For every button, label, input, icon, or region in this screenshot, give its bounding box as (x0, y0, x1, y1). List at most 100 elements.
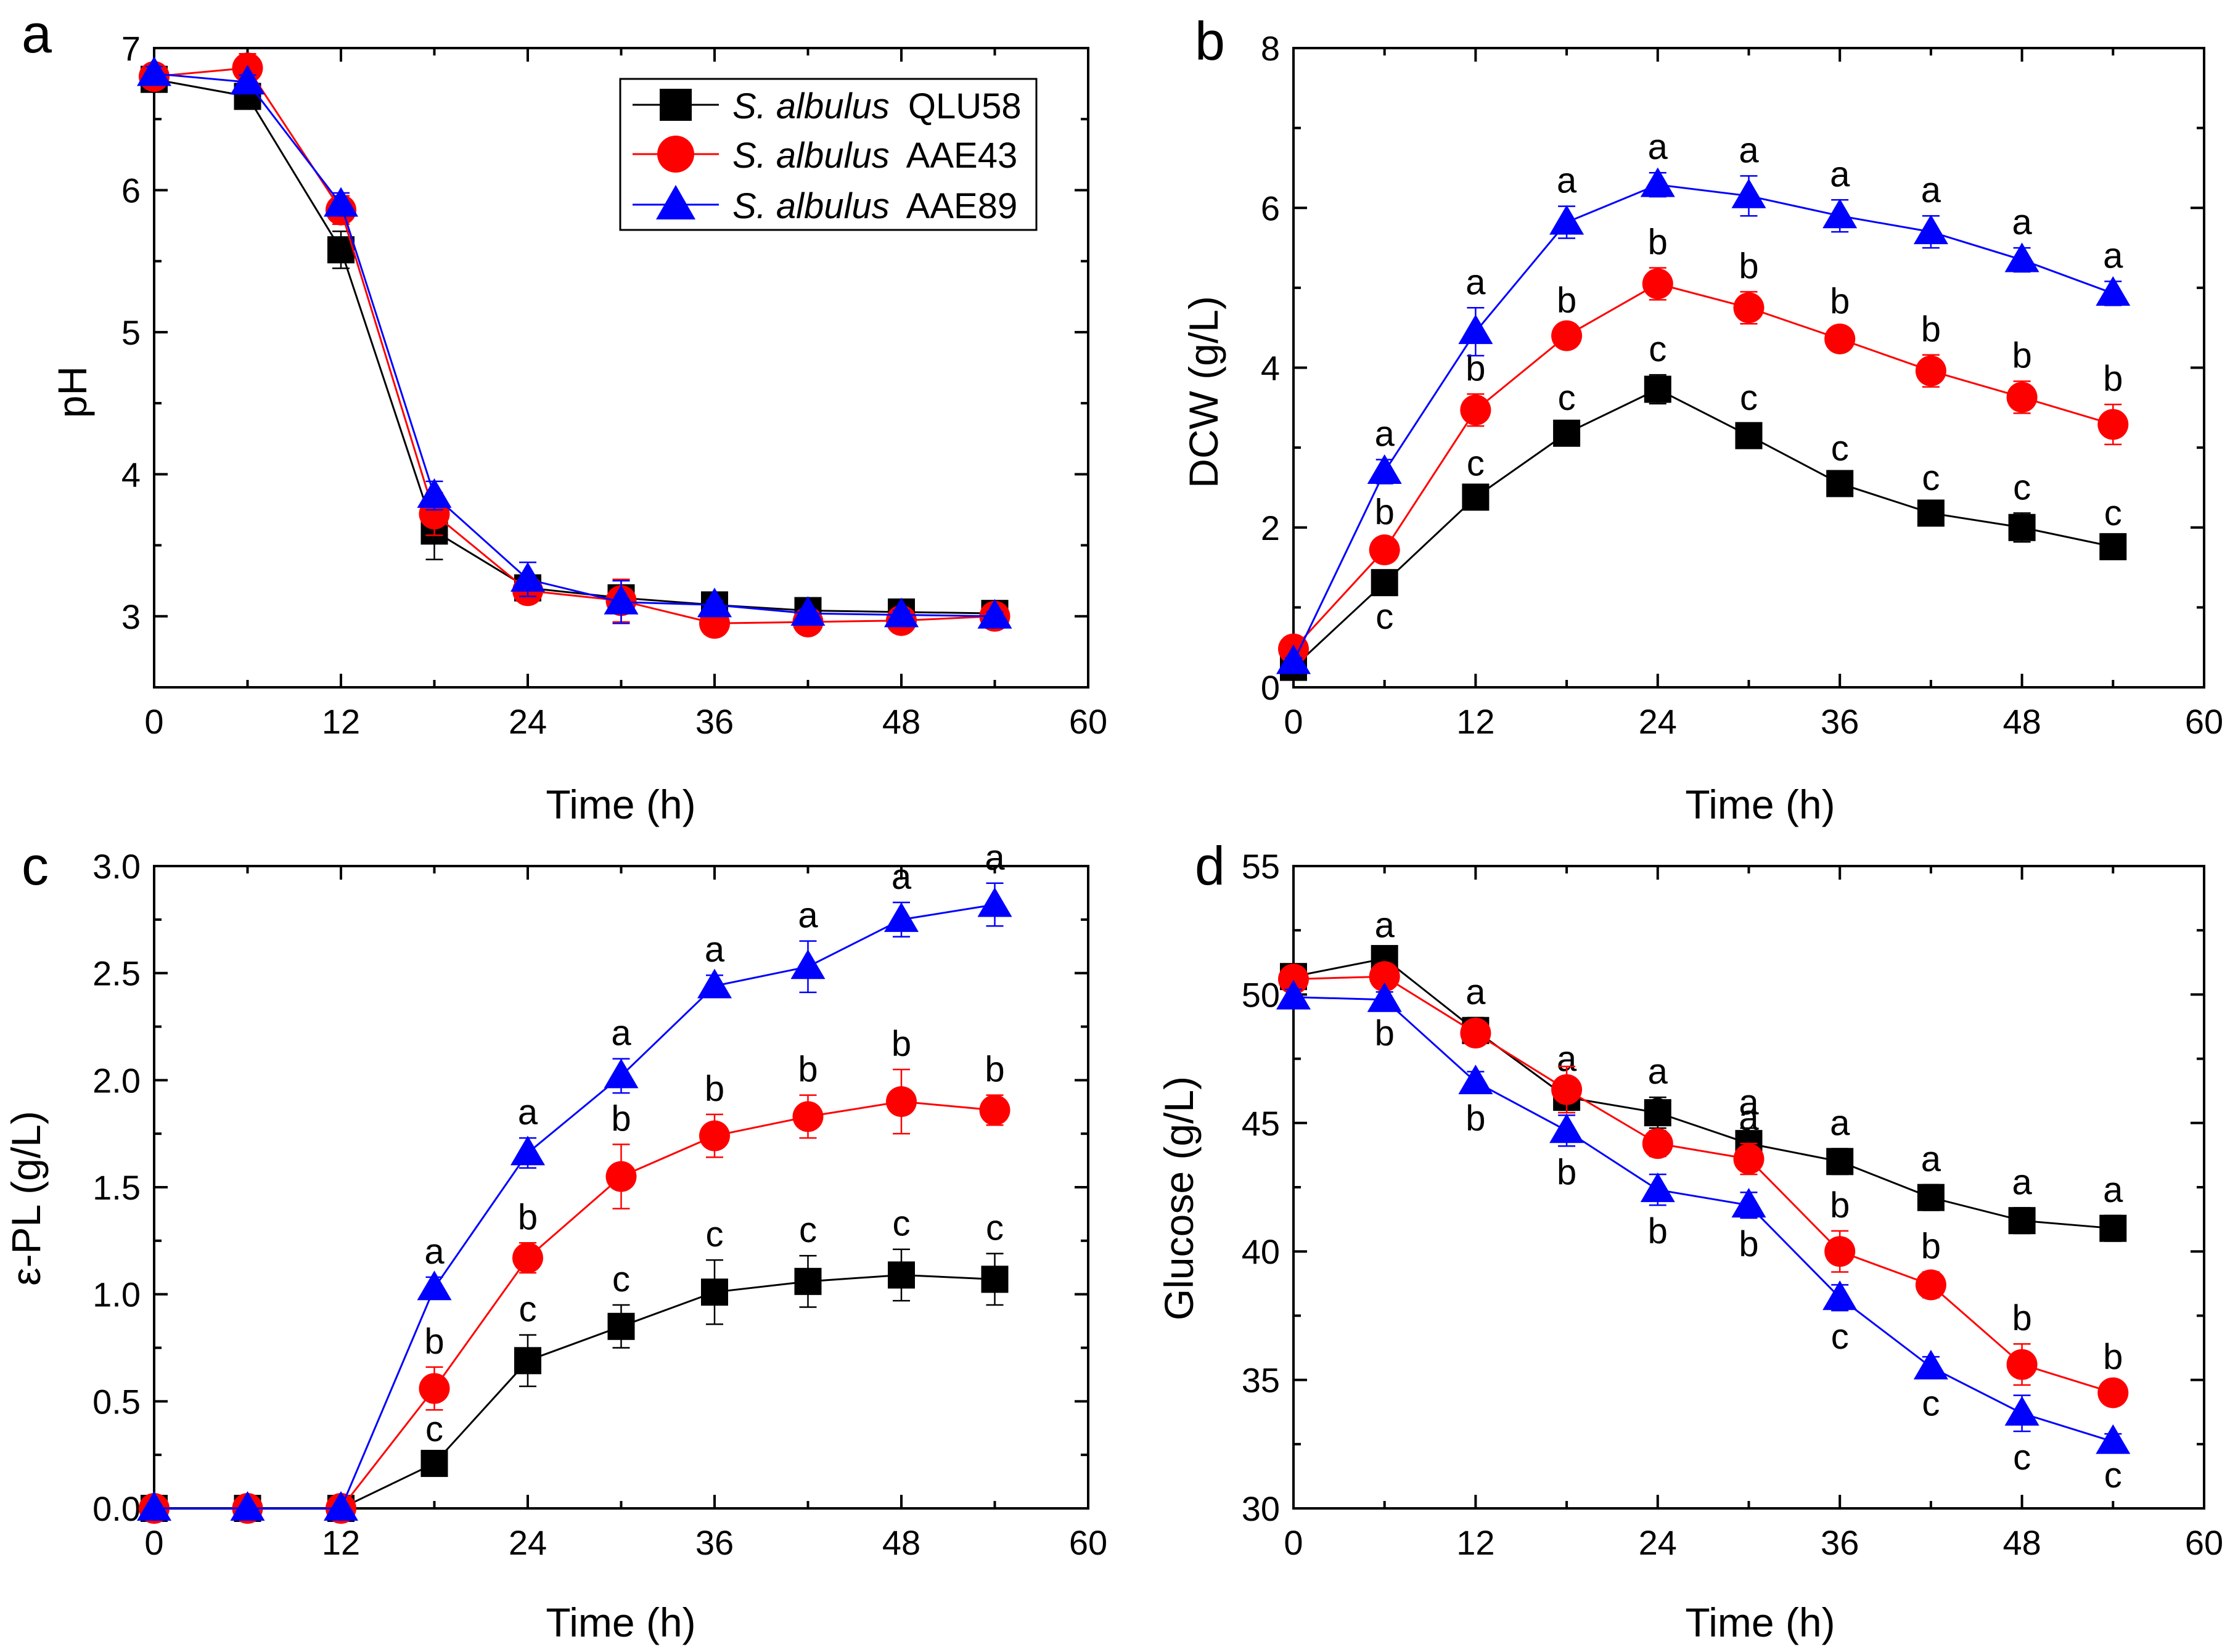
panel-b-x-tick-label: 24 (1639, 702, 1677, 741)
panel-b-point-aae43 (1460, 395, 1491, 426)
legend-strain-aae89: AAE89 (906, 186, 1018, 226)
panel-b-y-tick-label: 0 (1261, 668, 1280, 707)
panel-b-significance-label: a (1739, 130, 1759, 170)
panel-d-point-qlu58 (1826, 1148, 1854, 1176)
panel-a-y-tick-label: 5 (121, 313, 141, 352)
panel-d-significance-label: b (1921, 1227, 1941, 1267)
panel-b-significance-label: a (1557, 161, 1577, 201)
panel-c-significance-label: b (705, 1069, 724, 1109)
panel-d-significance-label: b (1648, 1211, 1668, 1251)
panel-d-significance-label: c (1831, 1317, 1849, 1357)
panel-b-line-aae89 (1292, 184, 2113, 663)
panel-b-y-tick-label: 2 (1261, 509, 1280, 547)
panel-d-point-aae43 (1460, 1017, 1491, 1049)
panel-a-line-qlu58 (154, 78, 995, 615)
panel-b-significance-label: b (2103, 359, 2123, 399)
panel-c-point-aae89 (977, 887, 1012, 917)
panel-b-point-aae89 (1913, 215, 1948, 245)
panel-d-significance-label: b (1557, 1152, 1576, 1192)
panel-d-line-qlu58 (1293, 957, 2113, 1230)
panel-a-x-tick-label: 24 (509, 702, 547, 741)
panel-b-x-tick-label: 48 (2002, 702, 2041, 741)
panel-d-point-aae89 (2096, 1424, 2131, 1454)
panel-d-significance-label: c (2013, 1437, 2031, 1478)
panel-c-y-tick-label: 1.0 (92, 1275, 141, 1314)
panel-d-y-tick-label: 40 (1242, 1232, 1280, 1271)
panel-b-significance-label: b (2012, 336, 2031, 376)
panel-b-significance-label: b (1557, 280, 1576, 321)
panel-b-point-qlu58 (2099, 533, 2127, 560)
panel-c-significance-label: b (424, 1322, 444, 1362)
panel-c-point-aae89 (790, 949, 826, 979)
panel-c-point-aae43 (512, 1242, 543, 1274)
panel-d-point-aae43 (1278, 963, 1309, 995)
panel-c-x-tick-label: 36 (695, 1523, 734, 1562)
panel-d-significance-label: b (1465, 1098, 1485, 1139)
legend-italic-qlu58: S. albulus (732, 86, 890, 126)
panel-c-epl: 0 12 24 36 48 60 0.0 0.5 1.0 1.5 2.0 2.5 3.0 c c c c c c c b… (3, 838, 1107, 1645)
panel-c-significance-label: c (893, 1204, 911, 1244)
panel-b-significance-label: c (1831, 428, 1849, 468)
panel-a-point-aae89 (977, 599, 1012, 629)
panel-b-point-aae89 (1822, 198, 1858, 229)
panel-b-significance-label: b (1375, 493, 1395, 533)
panel-c-significance-label: b (798, 1050, 818, 1090)
panel-a-x-tick-label: 48 (882, 702, 920, 741)
panel-b-point-qlu58 (1371, 569, 1398, 597)
panel-b-point-qlu58 (1553, 419, 1581, 447)
panel-c-y-tick-label: 0.0 (92, 1489, 141, 1528)
panel-b-y-tick-label: 4 (1261, 349, 1280, 388)
panel-d-significance-label: a (1648, 1052, 1668, 1092)
panel-c-point-qlu58 (888, 1261, 915, 1289)
panel-b-point-aae43 (2097, 409, 2129, 440)
panel-b-point-aae43 (1824, 323, 1856, 354)
panel-d-y-tick-label: 55 (1242, 847, 1280, 886)
panel-c-point-aae89 (884, 902, 919, 932)
panel-c-point-qlu58 (514, 1347, 541, 1375)
panel-c-point-aae43 (699, 1120, 730, 1151)
panel-d-x-axis-title: Time (h) (1685, 1600, 1835, 1645)
panel-d-series-aae43 (1278, 961, 2129, 1409)
panel-c-y-tick-label: 2.5 (92, 954, 141, 993)
panel-a-y-tick-label: 4 (121, 455, 141, 494)
panel-c-significance-label: a (798, 896, 818, 936)
panel-a-plot-area: 0 12 24 36 48 60 3 4 5 6 7 (121, 29, 1107, 741)
panel-b-significance-label: c (1375, 597, 1393, 637)
panel-b-y-tick-label: 6 (1261, 189, 1280, 227)
panel-c-point-aae43 (792, 1101, 824, 1132)
legend-item-aae43: S. albulus AAE43 (633, 136, 1017, 176)
panel-d-point-aae43 (2097, 1377, 2129, 1409)
panel-d-significance-label: a (2103, 1170, 2123, 1210)
panel-b-point-aae89 (2096, 276, 2131, 306)
legend-marker-circle (657, 136, 694, 173)
panel-b-point-aae89 (1549, 205, 1584, 235)
panel-b-point-aae89 (1640, 167, 1675, 197)
panel-b-point-qlu58 (1462, 483, 1490, 511)
panel-d-significance-label: b (1375, 1013, 1395, 1053)
panel-b-point-aae89 (2004, 242, 2039, 272)
panel-c-point-aae89 (604, 1058, 639, 1089)
panel-c-point-qlu58 (420, 1450, 448, 1478)
panel-d-significance-label: a (1375, 906, 1395, 946)
panel-c-significance-label: a (892, 857, 912, 897)
panel-d-y-tick-label: 45 (1242, 1104, 1280, 1143)
panel-b-point-aae43 (1733, 292, 1765, 324)
panel-a-point-aae89 (510, 562, 545, 592)
panel-a-point-aae89 (790, 596, 826, 626)
panel-d-significance-label: b (1830, 1185, 1850, 1225)
panel-d-y-tick-label: 30 (1242, 1489, 1280, 1528)
panel-b-significance-label: c (1558, 378, 1576, 418)
panel-d-y-tick-label: 35 (1242, 1361, 1280, 1400)
panel-b-significance-label: c (2013, 467, 2031, 507)
panel-a-y-tick-label: 6 (121, 171, 141, 210)
panel-a-x-tick-label: 12 (322, 702, 360, 741)
panel-d-significance-label: a (2012, 1162, 2032, 1202)
panel-d-line-aae43 (1293, 975, 2113, 1394)
panel-c-point-aae89 (324, 1491, 358, 1521)
panel-c-point-qlu58 (701, 1278, 728, 1306)
panel-c-point-aae89 (230, 1491, 265, 1521)
panel-d-point-aae89 (2004, 1396, 2039, 1426)
